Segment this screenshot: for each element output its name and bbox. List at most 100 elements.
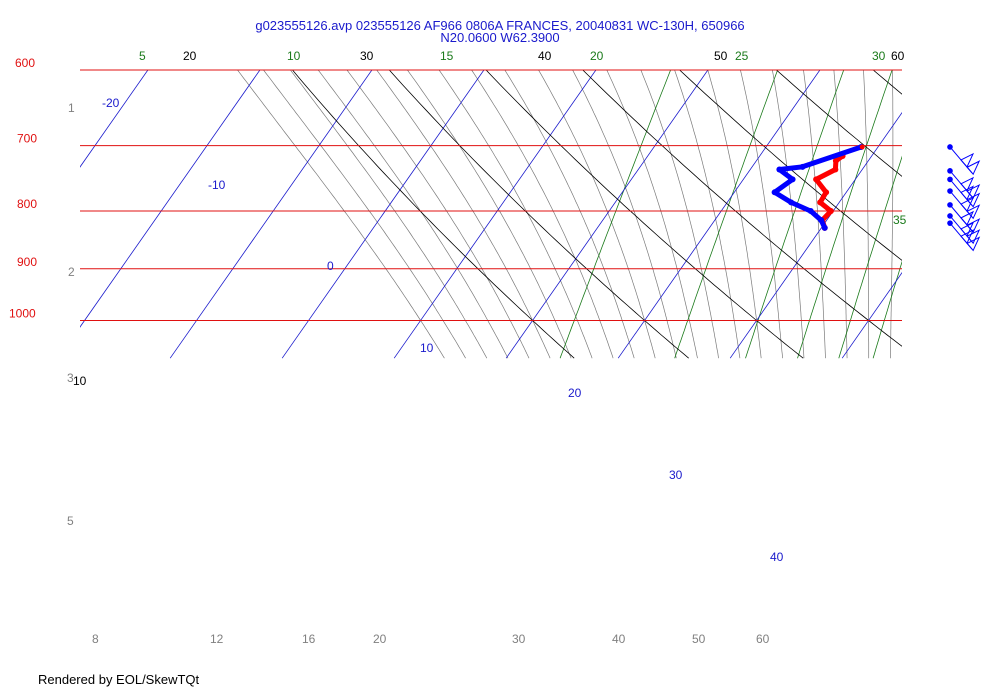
- wind-barb-flag: [966, 204, 981, 220]
- bottom-scale-label: 16: [302, 632, 316, 646]
- isotherm-line: [393, 70, 597, 359]
- bottom-scale-label: 30: [512, 632, 526, 646]
- dewpoint-profile-point: [771, 189, 778, 196]
- isotherm-label: 0: [327, 259, 334, 273]
- isotherm-line: [281, 70, 485, 359]
- isobar-label: 800: [17, 197, 37, 211]
- bottom-scale-label: 12: [210, 632, 224, 646]
- isobar-label: 700: [17, 132, 37, 146]
- mixing-ratio-line: [838, 155, 902, 359]
- height-label: 2: [68, 265, 75, 279]
- mixing-ratio-label: 15: [440, 49, 454, 63]
- isotherm-line: [169, 70, 373, 359]
- isobar-lines: [80, 69, 902, 321]
- moist-adiabat-line: [289, 70, 488, 359]
- temperature-profile-point: [832, 166, 839, 173]
- dry-adiabat-line: [679, 70, 902, 261]
- moist-adiabat-line: [771, 70, 805, 359]
- moist-adiabat-line: [803, 70, 826, 359]
- moist-adiabat-line: [640, 70, 719, 359]
- wind-barbs: [947, 144, 981, 252]
- mixing-ratio-label: 35: [893, 213, 907, 227]
- isotherm-line: [841, 272, 902, 359]
- dewpoint-profile-point: [807, 208, 814, 215]
- dewpoint-profile-point: [818, 217, 825, 224]
- height-label: 3: [67, 371, 74, 385]
- dry-adiabat-line: [582, 70, 902, 347]
- moist-adiabat-line: [833, 70, 848, 359]
- bottom-scale-label: 60: [756, 632, 770, 646]
- moist-adiabat-line: [572, 70, 677, 359]
- temperature-profile-point: [832, 157, 839, 164]
- chart-subtitle: N20.0600 W62.3900: [440, 30, 560, 45]
- dewpoint-profile-line: [772, 144, 864, 231]
- moist-adiabat-line: [504, 70, 635, 359]
- dewpoint-profile-point: [788, 199, 795, 206]
- mixing-ratio-line: [903, 45, 998, 358]
- isotherm-lines: [80, 45, 1000, 359]
- isotherm-line: [954, 45, 1000, 358]
- dewpoint-profile-point: [789, 176, 796, 183]
- moist-adiabat-line: [912, 45, 921, 358]
- bottom-scale-label: 8: [92, 632, 99, 646]
- wind-barb: [947, 220, 981, 252]
- temperature-profile-point: [827, 208, 834, 215]
- bottom-scale-label: 50: [692, 632, 706, 646]
- dry-adiabat-label: 60: [891, 49, 905, 63]
- moist-adiabat-line: [263, 70, 466, 359]
- dry-adiabat-line: [291, 70, 575, 359]
- moist-adiabat-line: [674, 70, 741, 359]
- dry-adiabat-lines: [291, 45, 1000, 359]
- isotherm-line: [80, 70, 149, 168]
- isotherm-line: [80, 70, 261, 328]
- isotherm-label: 10: [420, 341, 434, 355]
- isotherm-label: -10: [208, 178, 226, 192]
- moist-adiabat-line: [740, 70, 783, 359]
- dry-adiabat-label: 40: [538, 49, 552, 63]
- dry-adiabat-label: 50: [714, 49, 728, 63]
- isotherm-label: 40: [770, 550, 784, 564]
- mixing-ratio-label: 25: [735, 49, 749, 63]
- moist-adiabat-line: [934, 45, 950, 358]
- mixing-ratio-line: [674, 70, 779, 359]
- wind-barb-flag: [960, 210, 975, 226]
- wind-barb: [947, 144, 981, 176]
- wind-barb-flag: [966, 236, 981, 252]
- mixing-ratio-line: [872, 260, 902, 359]
- moist-adiabat-line: [471, 70, 614, 359]
- dewpoint-profile-point: [799, 163, 806, 170]
- wind-barb: [947, 213, 981, 245]
- temperature-profile-point: [823, 189, 830, 196]
- wind-barb: [947, 168, 981, 200]
- mixing-ratio-lines: [559, 45, 998, 359]
- moist-adiabat-line: [406, 70, 572, 359]
- moist-adiabat-line: [978, 45, 1000, 358]
- wind-barb-flag: [960, 221, 975, 237]
- mixing-ratio-label: 20: [590, 49, 604, 63]
- moist-adiabat-line: [538, 70, 656, 359]
- mixing-ratio-label: 5: [139, 49, 146, 63]
- moist-adiabat-line: [376, 70, 551, 359]
- moist-adiabat-lines: [237, 45, 1000, 359]
- wind-barb-flag: [960, 196, 975, 212]
- mixing-ratio-label: 30: [872, 49, 886, 63]
- dry-adiabat-line: [775, 70, 902, 177]
- isotherm-line: [505, 70, 709, 359]
- temperature-profile-point: [817, 199, 824, 206]
- dry-adiabat-line: [939, 45, 1000, 358]
- isotherm-line: [617, 70, 821, 359]
- height-label: 5: [67, 514, 74, 528]
- moist-adiabat-line: [346, 70, 530, 359]
- wind-barb-flag: [960, 185, 975, 201]
- dry-adiabat-line: [388, 70, 689, 359]
- temperature-profile-point: [859, 144, 865, 150]
- isotherm-line: [729, 112, 902, 359]
- moist-adiabat-line: [863, 70, 870, 359]
- mixing-ratio-line: [745, 70, 845, 359]
- moist-adiabat-line: [317, 70, 509, 359]
- wind-barb-flag: [966, 184, 981, 200]
- moist-adiabat-line: [890, 70, 894, 359]
- wind-barb-flag: [966, 160, 981, 176]
